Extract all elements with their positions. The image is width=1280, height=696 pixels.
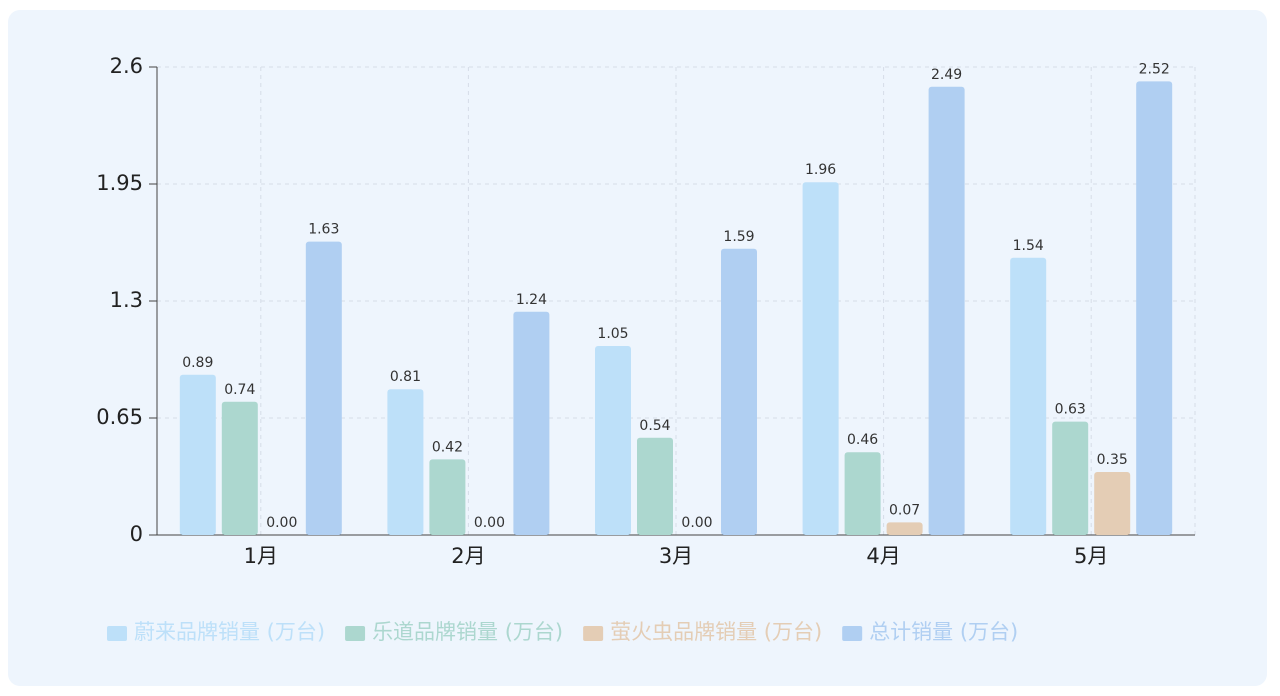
value-label: 1.96 bbox=[805, 162, 836, 178]
bar bbox=[221, 401, 258, 535]
value-label: 0.63 bbox=[1055, 402, 1086, 418]
x-tick-label: 1月 bbox=[244, 544, 278, 568]
value-label: 0.07 bbox=[889, 502, 920, 518]
bar bbox=[637, 437, 673, 535]
y-tick-label: 0.65 bbox=[96, 405, 143, 429]
bar bbox=[802, 182, 839, 535]
value-label: 1.54 bbox=[1013, 238, 1044, 254]
value-label: 1.59 bbox=[723, 229, 754, 245]
y-tick-label: 1.3 bbox=[110, 288, 143, 312]
legend-label: 总计销量 (万台) bbox=[869, 620, 1018, 644]
value-label: 0.00 bbox=[474, 515, 505, 531]
bar bbox=[513, 311, 550, 535]
y-tick-label: 0 bbox=[130, 522, 143, 546]
bar bbox=[844, 452, 881, 535]
value-label: 0.54 bbox=[639, 418, 670, 434]
bar bbox=[305, 241, 342, 535]
legend-swatch bbox=[842, 626, 863, 641]
bar bbox=[1094, 472, 1131, 535]
bar bbox=[886, 522, 923, 535]
y-tick-label: 1.95 bbox=[96, 171, 143, 195]
x-tick-label: 2月 bbox=[451, 544, 485, 568]
value-label: 1.24 bbox=[516, 292, 547, 308]
bar bbox=[595, 346, 631, 535]
legend-label: 萤火虫品牌销量 (万台) bbox=[610, 620, 822, 644]
value-label: 0.89 bbox=[182, 355, 213, 371]
bar bbox=[721, 248, 757, 536]
legend-label: 蔚来品牌销量 (万台) bbox=[134, 620, 325, 644]
bar bbox=[1010, 257, 1047, 535]
bar bbox=[387, 389, 424, 535]
value-label: 0.35 bbox=[1097, 452, 1128, 468]
bar bbox=[179, 374, 216, 535]
x-tick-label: 3月 bbox=[659, 544, 693, 568]
value-label: 1.63 bbox=[308, 222, 339, 238]
value-label: 2.49 bbox=[931, 67, 962, 83]
legend-swatch bbox=[583, 626, 604, 641]
legend-label: 乐道品牌销量 (万台) bbox=[372, 620, 563, 644]
value-label: 2.52 bbox=[1139, 61, 1170, 77]
bar bbox=[1052, 421, 1089, 535]
value-label: 0.74 bbox=[224, 382, 255, 398]
value-label: 0.00 bbox=[681, 515, 712, 531]
value-label: 0.81 bbox=[390, 369, 421, 385]
bar bbox=[429, 459, 466, 535]
legend-swatch bbox=[345, 626, 366, 641]
y-tick-label: 2.6 bbox=[110, 54, 143, 78]
card bbox=[8, 10, 1267, 686]
value-label: 0.46 bbox=[847, 432, 878, 448]
x-tick-label: 5月 bbox=[1074, 544, 1108, 568]
x-tick-label: 4月 bbox=[866, 544, 900, 568]
value-label: 0.00 bbox=[266, 515, 297, 531]
legend-swatch bbox=[107, 626, 127, 641]
bar bbox=[928, 86, 965, 536]
bar bbox=[1136, 81, 1173, 536]
value-label: 0.42 bbox=[432, 439, 463, 455]
value-label: 1.05 bbox=[597, 326, 628, 342]
